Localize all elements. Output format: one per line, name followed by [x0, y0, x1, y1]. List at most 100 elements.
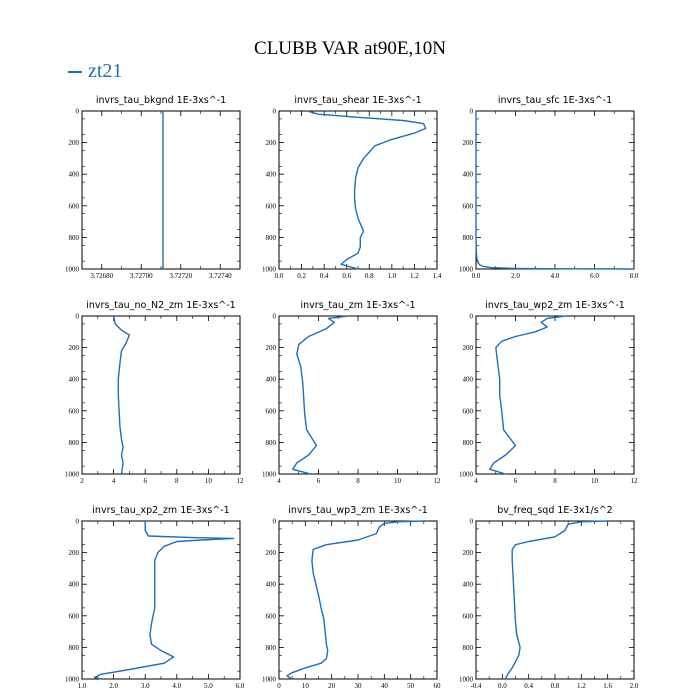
panel-title: invrs_tau_shear 1E-3xs^-1	[294, 95, 421, 106]
x-tick-label: 8	[356, 477, 360, 485]
x-tick-label: 8	[553, 477, 557, 485]
plot-frame	[278, 315, 438, 475]
panel-title: bv_freq_sqd 1E-3x1/s^2	[497, 505, 612, 516]
x-tick-label: 12	[434, 477, 442, 485]
x-tick-label: 2	[80, 477, 84, 485]
chart-panel-8: invrs_tau_wp3_zm 1E-3xs^-102004006008001…	[262, 505, 441, 690]
y-tick-label: 200	[266, 139, 277, 147]
y-tick-label: 0	[470, 108, 474, 116]
panel-title: invrs_tau_no_N2_zm 1E-3xs^-1	[86, 300, 235, 311]
x-tick-label: 3.72740	[209, 272, 232, 280]
panel-title: invrs_tau_wp3_zm 1E-3xs^-1	[288, 505, 428, 516]
y-tick-label: 1000	[65, 676, 80, 684]
y-tick-label: 800	[69, 644, 80, 652]
chart-panel-5: invrs_tau_zm 1E-3xs^-1 0 200 400 600 800 10004…	[262, 300, 441, 485]
y-tick-label: 600	[266, 407, 277, 415]
x-tick-label: 1.2	[577, 682, 586, 690]
chart-panel-7: invrs_tau_xp2_zm 1E-3xs^-1 0 200 400 600 800 1…	[65, 505, 245, 690]
x-tick-label: 3.72680	[90, 272, 113, 280]
x-tick-label: 0.4	[320, 272, 329, 280]
x-tick-label: 6	[317, 477, 321, 485]
y-tick-label: 600	[266, 612, 277, 620]
y-tick-label: 400	[463, 581, 474, 589]
y-tick-label: 400	[69, 581, 80, 589]
chart-panel-6: invrs_tau_wp2_zm 1E-3xs^-1 0 200 400 600 800 1…	[459, 300, 638, 485]
x-tick-label: 0	[277, 682, 281, 690]
x-tick-label: 1.0	[387, 272, 396, 280]
x-tick-label: 3.72700	[130, 272, 153, 280]
x-tick-label: 0.2	[297, 272, 306, 280]
chart-panel-3: invrs_tau_sfc 1E-3xs^-1 0 200 400 600 800 1000…	[459, 95, 639, 280]
y-tick-label: 0	[76, 108, 80, 116]
x-tick-label: 10	[205, 477, 213, 485]
y-tick-label: 800	[266, 439, 277, 447]
y-tick-label: 800	[266, 234, 277, 242]
x-tick-label: 2.0	[511, 272, 520, 280]
series-line	[489, 315, 565, 475]
x-tick-label: 10	[591, 477, 599, 485]
y-tick-label: 200	[69, 344, 80, 352]
x-tick-label: 2.0	[630, 682, 639, 690]
x-tick-label: 4	[277, 477, 281, 485]
y-tick-label: 400	[69, 376, 80, 384]
x-tick-label: 12	[237, 477, 245, 485]
x-tick-label: 50	[407, 682, 415, 690]
y-tick-label: 0	[273, 518, 277, 526]
y-tick-label: 600	[463, 202, 474, 210]
x-tick-label: 4.0	[172, 682, 181, 690]
y-tick-label: 200	[463, 549, 474, 557]
plot-frame	[81, 520, 241, 680]
x-tick-label: 1.4	[433, 272, 442, 280]
y-tick-label: 200	[69, 549, 80, 557]
series-line	[307, 110, 427, 270]
x-tick-label: 0.0	[472, 272, 481, 280]
y-tick-label: 1000	[459, 266, 474, 274]
panel-title: invrs_tau_sfc 1E-3xs^-1	[498, 95, 612, 106]
y-tick-label: 600	[463, 407, 474, 415]
y-tick-label: 800	[69, 439, 80, 447]
plot-frame	[81, 110, 241, 270]
y-tick-label: 600	[463, 612, 474, 620]
x-tick-label: 60	[434, 682, 442, 690]
y-tick-label: 1000	[262, 676, 277, 684]
x-tick-label: 20	[328, 682, 336, 690]
y-tick-label: 200	[266, 549, 277, 557]
legend: zt21	[68, 60, 122, 83]
y-tick-label: 1000	[262, 471, 277, 479]
x-tick-label: 0.6	[342, 272, 351, 280]
series-line	[504, 520, 608, 680]
plot-frame	[475, 110, 635, 270]
x-tick-label: 5.0	[204, 682, 213, 690]
panel-title: invrs_tau_xp2_zm 1E-3xs^-1	[92, 505, 229, 516]
series-line	[292, 315, 349, 475]
x-tick-label: 1.0	[78, 682, 87, 690]
chart-panel-2: invrs_tau_shear 1E-3xs^-1 0 200 400 600 800 10…	[262, 95, 442, 280]
x-tick-label: 3.0	[141, 682, 150, 690]
y-tick-label: 0	[273, 108, 277, 116]
x-tick-label: 6	[143, 477, 147, 485]
x-tick-label: 2.0	[109, 682, 118, 690]
x-tick-label: -0.4	[470, 682, 482, 690]
x-tick-label: 0.0	[275, 272, 284, 280]
series-line	[112, 315, 131, 475]
plot-frame	[81, 315, 241, 475]
x-tick-label: 6.0	[236, 682, 245, 690]
y-tick-label: 200	[266, 344, 277, 352]
x-tick-label: 1.2	[410, 272, 419, 280]
y-tick-label: 400	[463, 376, 474, 384]
x-tick-label: 8.0	[630, 272, 639, 280]
x-tick-label: 10	[394, 477, 402, 485]
x-tick-label: 40	[381, 682, 389, 690]
y-tick-label: 0	[76, 518, 80, 526]
x-tick-label: 0.4	[524, 682, 533, 690]
y-tick-label: 0	[273, 313, 277, 321]
y-tick-label: 400	[266, 581, 277, 589]
y-tick-label: 0	[470, 518, 474, 526]
x-tick-label: 30	[355, 682, 363, 690]
y-tick-label: 600	[266, 202, 277, 210]
y-tick-label: 400	[266, 171, 277, 179]
x-tick-label: 12	[631, 477, 639, 485]
chart-panel-4: invrs_tau_no_N2_zm 1E-3xs^-1 0 200 400 600 80…	[65, 300, 244, 485]
